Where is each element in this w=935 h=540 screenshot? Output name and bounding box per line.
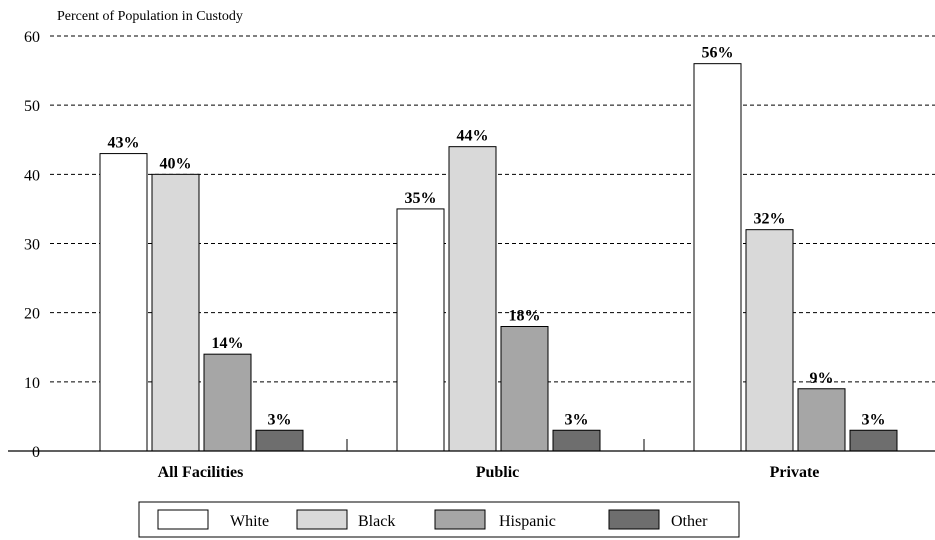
bar-black bbox=[151, 173, 200, 452]
category-labels: All Facilities Public Private bbox=[158, 464, 820, 481]
bar-other bbox=[849, 429, 898, 452]
x-axis bbox=[8, 439, 935, 452]
bar-white bbox=[693, 63, 742, 452]
legend: White Black Hispanic Other bbox=[138, 501, 740, 538]
y-tick-label: 0 bbox=[32, 444, 40, 461]
legend-label-hispanic: Hispanic bbox=[499, 513, 556, 530]
data-labels: 43% 40% 14% 3% 35% 44% 18% 3% 56% 32% 9% 3% bbox=[108, 45, 886, 429]
bar-white bbox=[99, 153, 148, 452]
bar-white bbox=[396, 208, 445, 452]
bar-black bbox=[745, 229, 794, 452]
legend-swatch-hispanic bbox=[434, 509, 486, 530]
y-axis-title: Percent of Population in Custody bbox=[57, 9, 243, 24]
y-tick-label: 10 bbox=[24, 375, 40, 392]
data-label: 56% bbox=[702, 45, 734, 62]
y-tick-label: 50 bbox=[24, 98, 40, 115]
data-label: 9% bbox=[810, 370, 834, 387]
category-label: Public bbox=[476, 464, 520, 481]
legend-swatch-black bbox=[296, 509, 348, 530]
legend-label-white: White bbox=[230, 513, 269, 530]
legend-label-other: Other bbox=[671, 513, 708, 530]
legend-swatch-other bbox=[608, 509, 660, 530]
legend-label-black: Black bbox=[358, 513, 395, 530]
y-tick-labels: 0 10 20 30 40 50 60 bbox=[24, 29, 40, 461]
bar-other bbox=[552, 429, 601, 452]
data-label: 14% bbox=[212, 335, 244, 352]
y-tick-label: 30 bbox=[24, 237, 40, 254]
y-tick-label: 20 bbox=[24, 306, 40, 323]
data-label: 3% bbox=[862, 411, 886, 428]
data-label: 3% bbox=[268, 411, 292, 428]
data-label: 44% bbox=[457, 128, 489, 145]
legend-swatch-white bbox=[157, 509, 209, 530]
data-label: 3% bbox=[565, 411, 589, 428]
category-label: Private bbox=[770, 464, 820, 481]
data-label: 32% bbox=[754, 211, 786, 228]
category-label: All Facilities bbox=[158, 464, 244, 481]
bars bbox=[99, 63, 898, 452]
bar-other bbox=[255, 429, 304, 452]
y-tick-label: 40 bbox=[24, 167, 40, 184]
bar-hispanic bbox=[797, 388, 846, 452]
bar-hispanic bbox=[500, 326, 549, 452]
data-label: 40% bbox=[160, 155, 192, 172]
data-label: 35% bbox=[405, 190, 437, 207]
data-label: 18% bbox=[509, 308, 541, 325]
data-label: 43% bbox=[108, 135, 140, 152]
bar-hispanic bbox=[203, 353, 252, 452]
bar-black bbox=[448, 146, 497, 452]
y-tick-label: 60 bbox=[24, 29, 40, 46]
